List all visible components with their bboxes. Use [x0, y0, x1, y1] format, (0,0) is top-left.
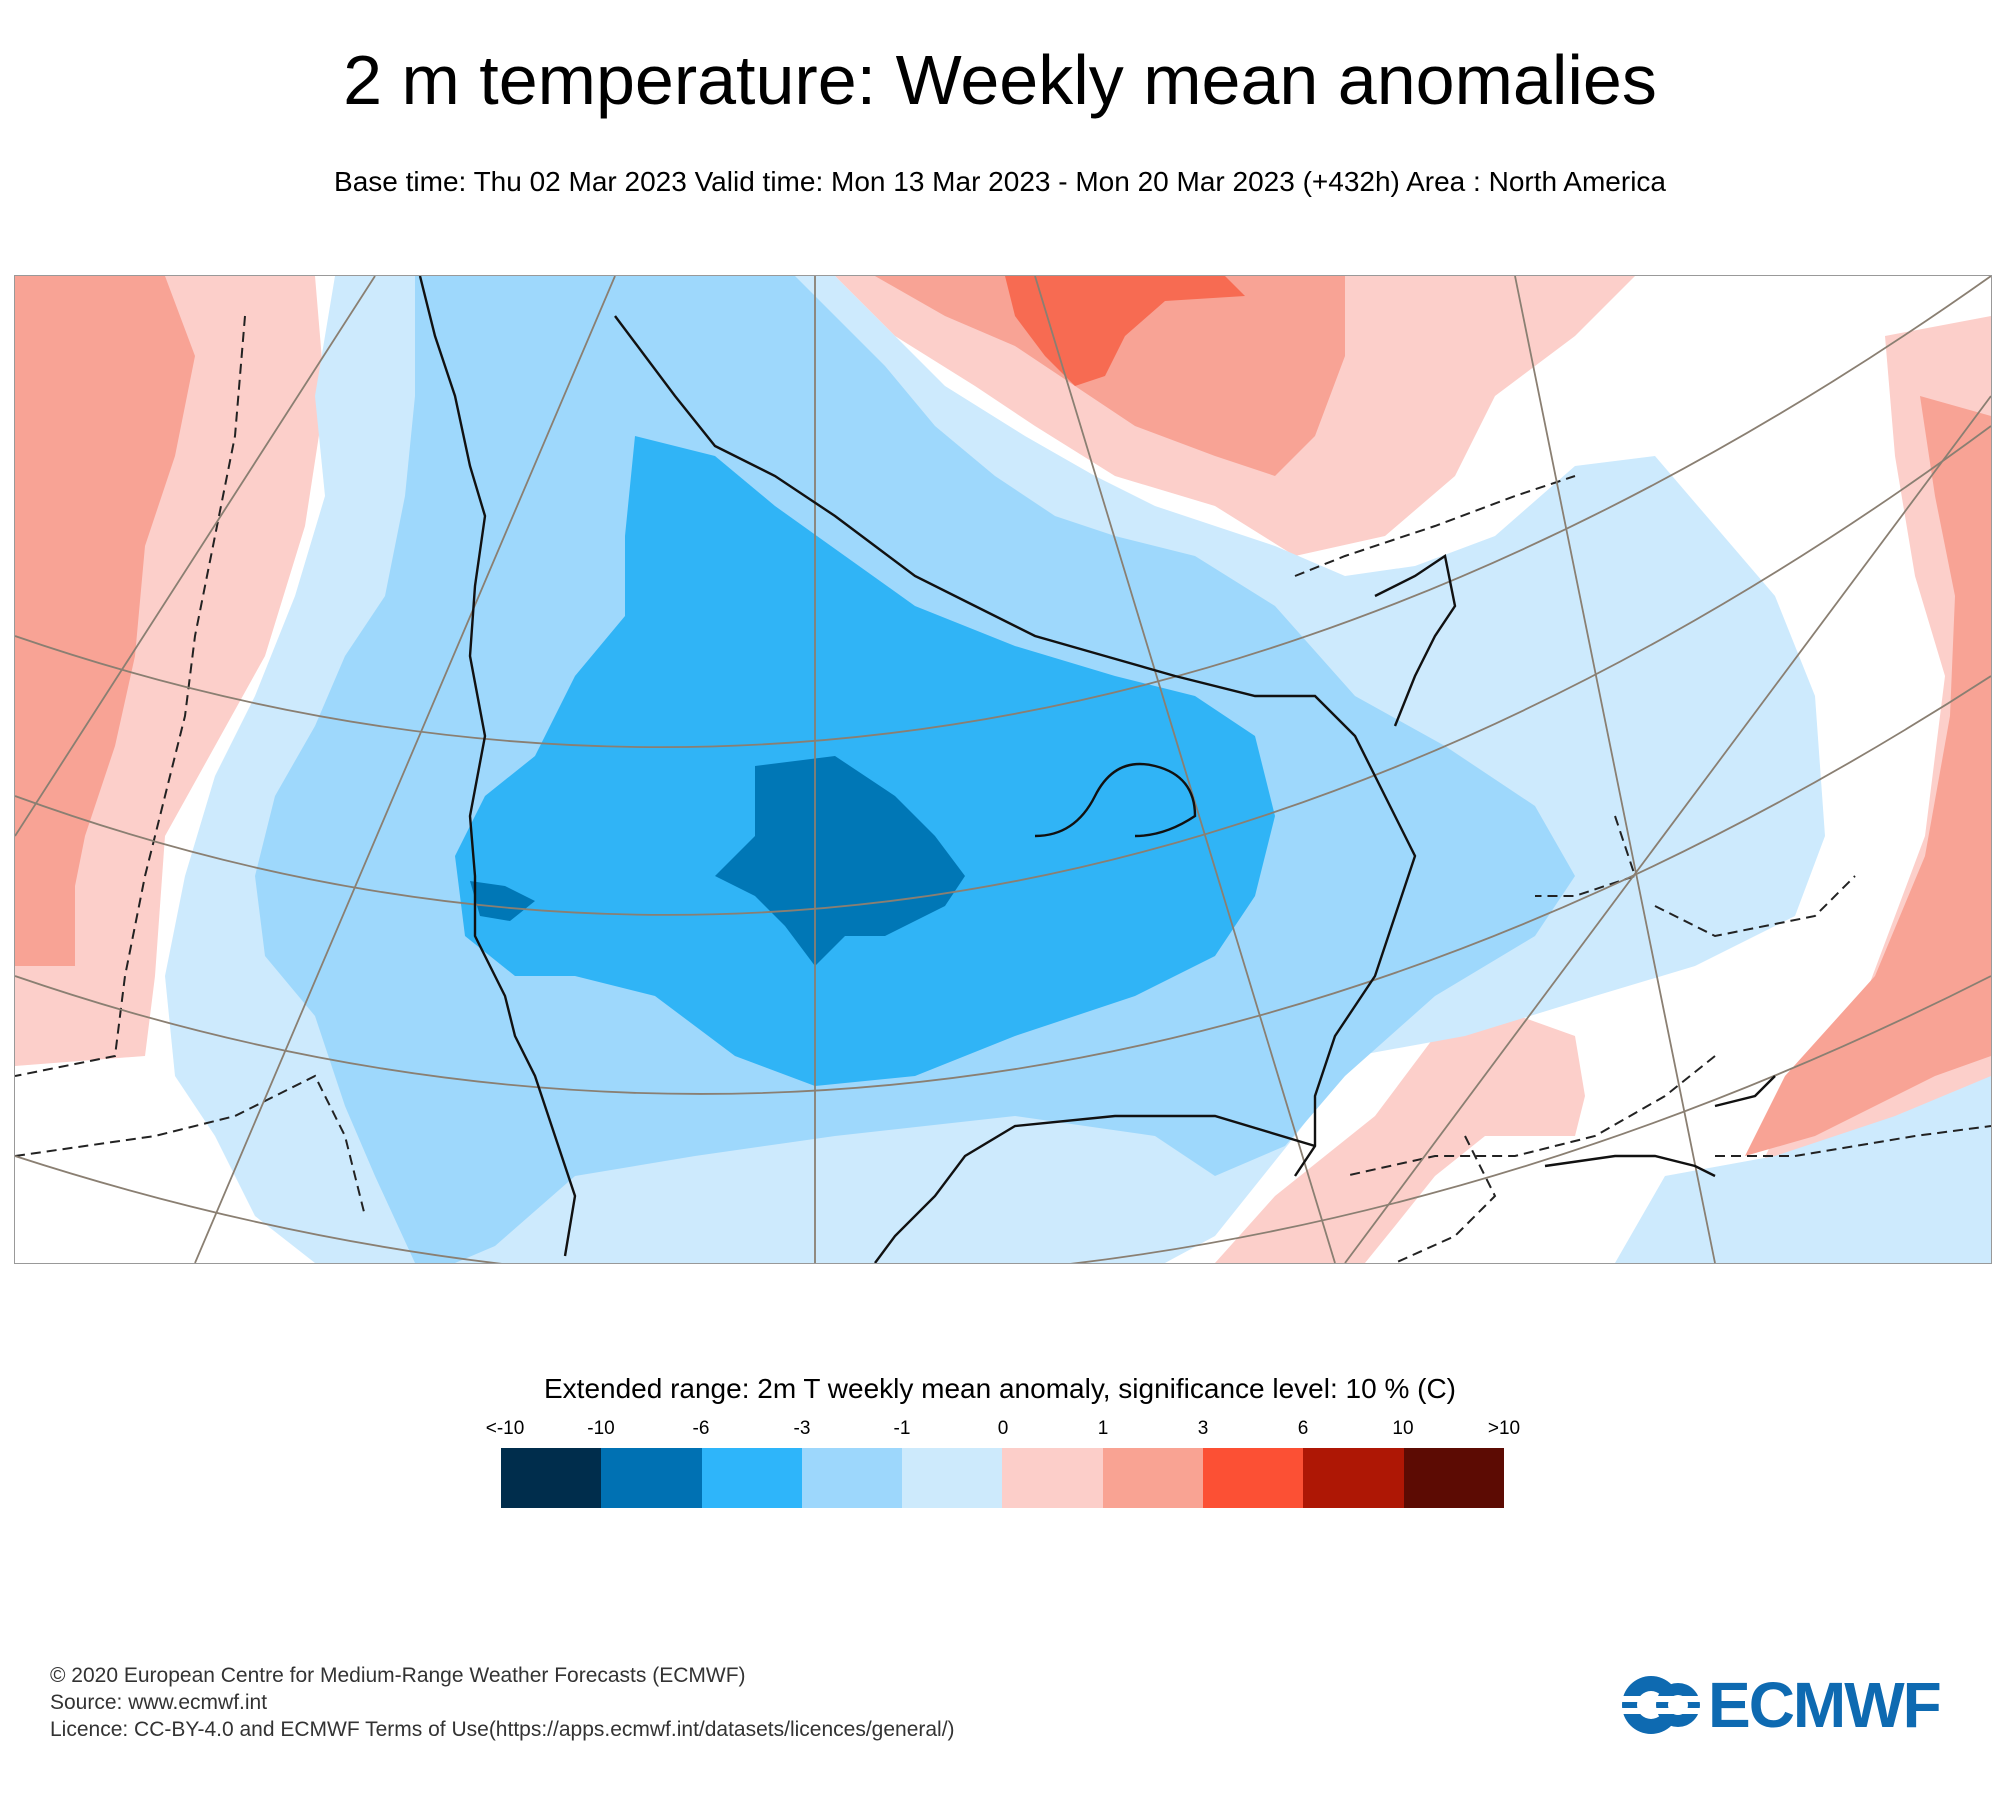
legend-swatch	[1403, 1448, 1504, 1508]
legend-swatch	[801, 1448, 903, 1508]
legend-label: 10	[1392, 1418, 1414, 1439]
legend-label: 0	[997, 1418, 1009, 1439]
legend-labels: <-10 -10 -6 -3 -1 0 1 3 6 10 >10	[0, 1418, 2000, 1442]
legend-label: -6	[692, 1418, 710, 1439]
ecmwf-logo-text: ECMWF	[1708, 1669, 1942, 1741]
legend-label: 6	[1297, 1418, 1309, 1439]
ecmwf-logo-mark-icon	[1620, 1676, 1704, 1734]
cold-region-strong	[455, 436, 1275, 1086]
legend-swatch	[1203, 1448, 1304, 1508]
coastline	[418, 276, 1776, 1263]
legend-swatch	[1102, 1448, 1204, 1508]
legend-swatch	[902, 1448, 1003, 1508]
warm-region-west-pacific	[15, 276, 195, 966]
graticule	[15, 276, 1991, 1263]
footer-licence: Licence: CC-BY-4.0 and ECMWF Terms of Us…	[50, 1718, 955, 1741]
legend-swatch	[601, 1448, 702, 1508]
legend-swatch	[701, 1448, 802, 1508]
legend-title: Extended range: 2m T weekly mean anomaly…	[543, 1373, 1456, 1404]
footer-source: Source: www.ecmwf.int	[50, 1691, 268, 1714]
anomaly-map	[14, 275, 1992, 1264]
legend-swatch	[1303, 1448, 1404, 1508]
legend-label: <-10	[485, 1418, 525, 1439]
legend-label: 1	[1097, 1418, 1109, 1439]
significance-contours	[15, 315, 1991, 1263]
legend-colorbar	[501, 1448, 1504, 1508]
legend-swatch	[1002, 1448, 1103, 1508]
legend-label: 3	[1197, 1418, 1209, 1439]
map-title: 2 m temperature: Weekly mean anomalies	[343, 41, 1657, 119]
legend-label: >10	[1487, 1418, 1521, 1439]
footer-copyright: © 2020 European Centre for Medium-Range …	[50, 1664, 746, 1687]
cold-region-strongest	[715, 756, 965, 966]
warm-region-arctic	[875, 276, 1345, 476]
legend-swatch	[501, 1448, 602, 1508]
cold-region-strongest-west	[470, 881, 535, 921]
legend-label: -3	[793, 1418, 811, 1439]
legend-label: -1	[893, 1418, 911, 1439]
warm-region-arctic-strong	[1005, 276, 1245, 386]
legend-label: -10	[587, 1418, 615, 1439]
footer-credits: © 2020 European Centre for Medium-Range …	[50, 1662, 955, 1743]
map-subtitle: Base time: Thu 02 Mar 2023 Valid time: M…	[334, 166, 1666, 197]
warm-region-caribbean	[1215, 1011, 1585, 1263]
warm-region-east-atlantic	[1745, 396, 1991, 1156]
ecmwf-logo: ECMWF	[1620, 1670, 1960, 1740]
cold-region-caribbean-east	[1615, 1076, 1991, 1263]
